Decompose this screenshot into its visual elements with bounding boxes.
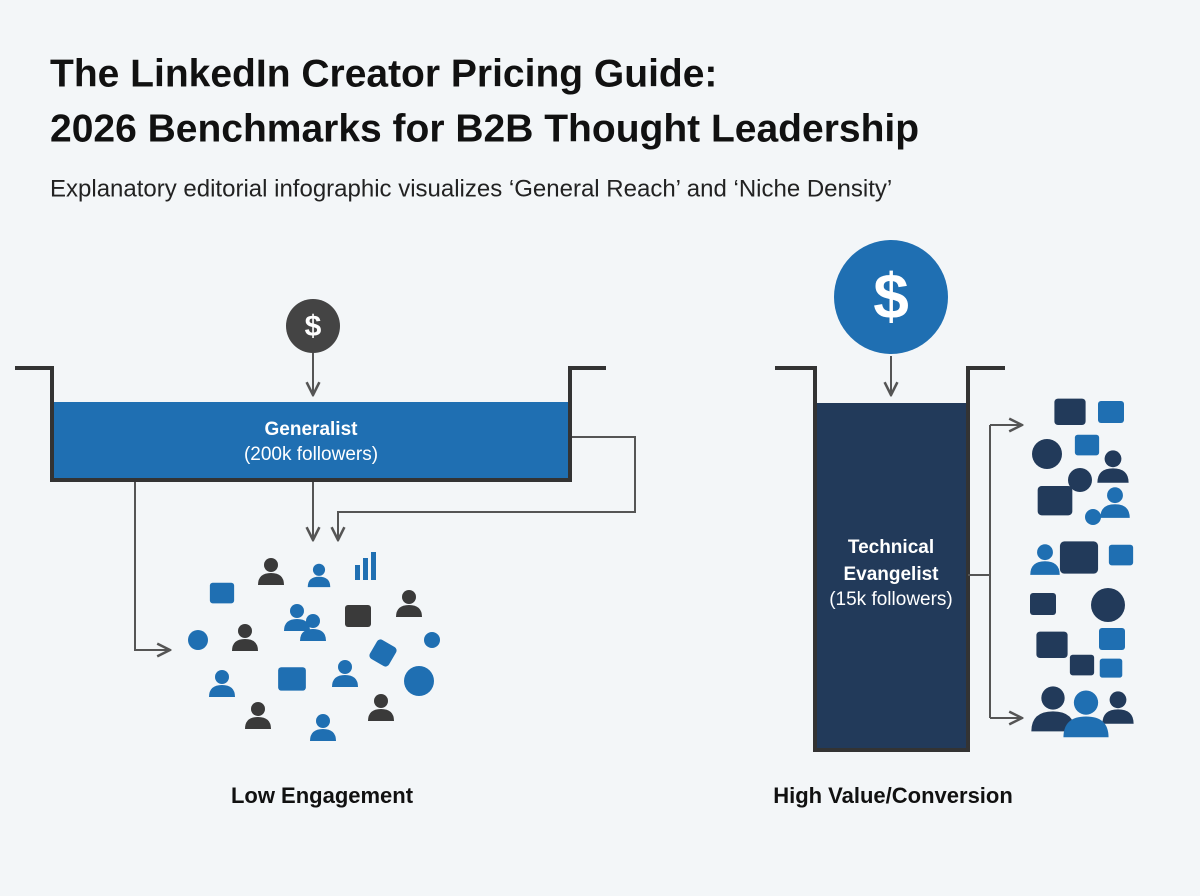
panel-label: Technical xyxy=(848,537,934,558)
panel-label: Evangelist xyxy=(843,564,939,585)
generalist-panel: $ Generalist (200k followers) xyxy=(15,299,636,741)
dollar-icon: $ xyxy=(873,260,909,332)
evangelist-panel: $ Technical Evangelist (15k followers) xyxy=(775,240,1134,752)
title-line: 2026 Benchmarks for B2B Thought Leadersh… xyxy=(50,107,919,150)
title-line: The LinkedIn Creator Pricing Guide: xyxy=(50,52,717,95)
subtitle: Explanatory editorial infographic visual… xyxy=(50,175,892,202)
followers: (15k followers) xyxy=(829,589,953,610)
followers: (200k followers) xyxy=(244,444,378,465)
caption: Low Engagement xyxy=(231,783,414,808)
dollar-icon: $ xyxy=(305,310,322,343)
panel-label: Generalist xyxy=(265,419,359,440)
caption: High Value/Conversion xyxy=(773,783,1013,808)
